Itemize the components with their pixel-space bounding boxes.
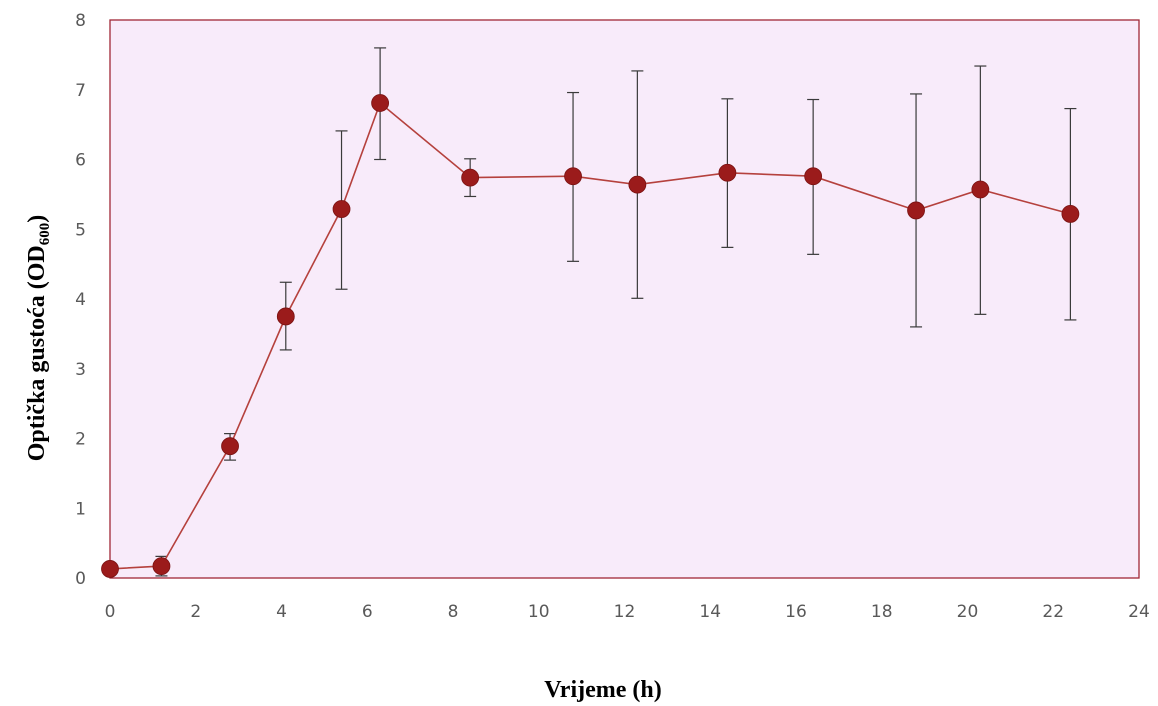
y-axis-title-close: ) bbox=[24, 215, 50, 223]
y-tick-label: 7 bbox=[75, 81, 86, 101]
data-point bbox=[907, 201, 925, 220]
data-point bbox=[101, 560, 119, 578]
data-point bbox=[371, 94, 390, 112]
data-point bbox=[628, 175, 647, 194]
data-point bbox=[461, 168, 480, 187]
x-tick-label: 18 bbox=[871, 602, 893, 622]
x-tick-label: 20 bbox=[957, 602, 979, 622]
data-point bbox=[718, 163, 737, 182]
data-point bbox=[971, 180, 990, 199]
data-point bbox=[804, 167, 823, 186]
data-point bbox=[221, 437, 239, 456]
x-tick-label: 4 bbox=[276, 602, 287, 622]
y-axis-title-main: Optička gustoća (OD bbox=[24, 245, 50, 461]
x-tick-label: 0 bbox=[105, 602, 116, 622]
data-point bbox=[1061, 205, 1080, 223]
series-line bbox=[109, 101, 1071, 570]
y-axis-ticks: 0 1 2 3 4 5 6 7 8 bbox=[75, 11, 86, 589]
y-tick-label: 2 bbox=[75, 430, 86, 450]
data-point bbox=[332, 200, 351, 218]
y-axis-title: Optička gustoća (OD600) bbox=[24, 215, 53, 462]
x-axis-title: Vrijeme (h) bbox=[544, 677, 662, 703]
data-point bbox=[564, 167, 582, 186]
x-tick-label: 2 bbox=[190, 602, 201, 622]
x-tick-label: 24 bbox=[1128, 602, 1150, 622]
x-tick-label: 22 bbox=[1042, 602, 1064, 622]
y-tick-label: 6 bbox=[75, 151, 86, 171]
data-point bbox=[152, 557, 171, 576]
x-tick-label: 8 bbox=[448, 602, 459, 622]
x-tick-label: 14 bbox=[699, 602, 721, 622]
data-points bbox=[101, 94, 1080, 578]
y-tick-label: 8 bbox=[75, 11, 86, 31]
x-tick-label: 6 bbox=[362, 602, 373, 622]
y-tick-label: 3 bbox=[75, 360, 86, 380]
y-tick-label: 1 bbox=[75, 499, 86, 519]
x-tick-label: 16 bbox=[785, 602, 807, 622]
data-point bbox=[276, 307, 295, 326]
y-tick-label: 5 bbox=[75, 220, 86, 240]
x-tick-label: 12 bbox=[614, 602, 636, 622]
y-tick-label: 4 bbox=[75, 290, 86, 310]
y-axis-title-subscript: 600 bbox=[37, 223, 53, 246]
x-tick-label: 10 bbox=[528, 602, 550, 622]
y-tick-label: 0 bbox=[75, 569, 86, 589]
x-axis-ticks: 0 2 4 6 8 10 12 14 16 18 20 22 24 bbox=[105, 602, 1150, 622]
plot-area bbox=[109, 19, 1140, 579]
